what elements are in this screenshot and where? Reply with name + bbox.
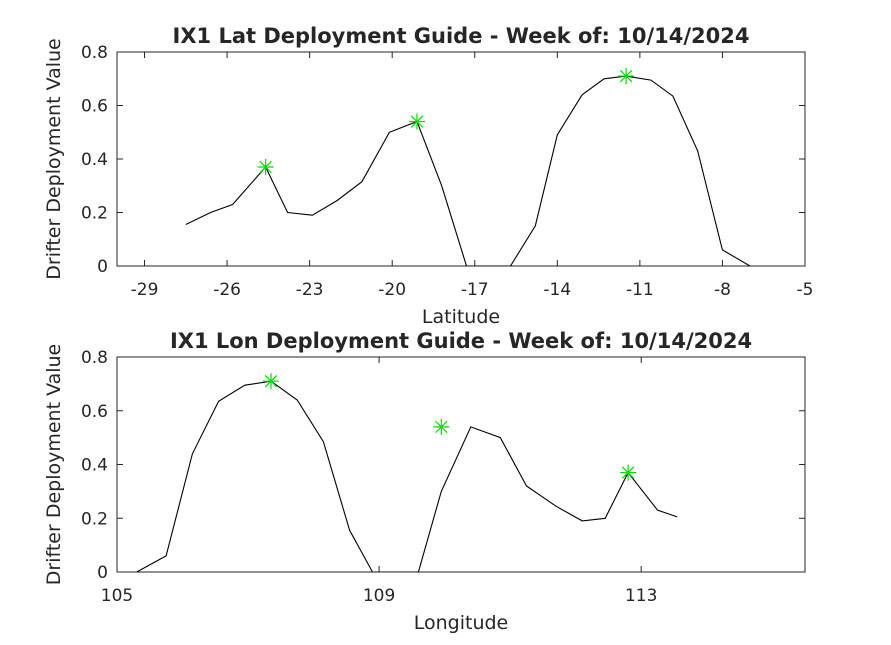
marker-stroke <box>264 375 278 388</box>
tick-labels: 105 109 113 0 0.2 0.4 0.6 0.8 <box>81 348 657 606</box>
tick-labels: -29 -26 -23 -20 -17 -14 -11 -8 -5 0 0.2 0.4 0.6 0.8 <box>81 43 814 300</box>
plot-area <box>117 52 805 266</box>
x-axis-label: Latitude <box>422 306 500 328</box>
y-axis-label: Drifter Deployment Value <box>43 38 65 280</box>
marker-stroke <box>435 420 448 434</box>
x-tick-label: -20 <box>378 280 406 300</box>
tick-marks <box>116 356 805 573</box>
y-axis-label: Drifter Deployment Value <box>43 344 65 586</box>
marker-stroke <box>410 115 424 128</box>
x-tick-label: -8 <box>714 280 731 300</box>
axes-frame <box>116 51 806 267</box>
x-tick-label: -11 <box>626 280 654 300</box>
peak-marker <box>408 113 425 130</box>
tick-marks <box>117 51 806 267</box>
x-tick-label: -17 <box>461 280 489 300</box>
peak-marker <box>257 159 274 176</box>
chart-title: IX1 Lon Deployment Guide - Week of: 10/1… <box>170 329 752 353</box>
y-tick-label: 0.6 <box>81 97 108 117</box>
peak-marker <box>262 373 279 390</box>
peak-marker <box>620 464 637 481</box>
chart-title: IX1 Lat Deployment Guide - Week of: 10/1… <box>173 24 750 48</box>
marker-stroke <box>259 160 272 174</box>
peak-marker <box>618 68 635 85</box>
data-layer <box>185 68 751 266</box>
marker-stroke <box>621 466 635 479</box>
y-tick-label: 0.4 <box>81 456 108 476</box>
lon-plot: IX1 Lon Deployment Guide - Week of: 10/1… <box>43 329 806 634</box>
series-line <box>136 380 678 572</box>
y-tick-label: 0 <box>97 563 108 583</box>
marker-stroke <box>619 69 633 83</box>
x-tick-label: -26 <box>213 280 241 300</box>
y-tick-label: 0.2 <box>81 204 108 224</box>
y-tick-label: 0.8 <box>81 348 108 368</box>
peak-marker <box>433 418 450 435</box>
plot-area <box>117 357 805 572</box>
x-tick-label: -29 <box>131 280 159 300</box>
x-tick-label: 109 <box>363 586 395 606</box>
x-tick-label: 113 <box>625 586 657 606</box>
y-tick-label: 0.4 <box>81 150 108 170</box>
y-tick-label: 0.8 <box>81 43 108 63</box>
y-tick-label: 0.2 <box>81 509 108 529</box>
x-tick-label: -14 <box>543 280 571 300</box>
lat-plot: IX1 Lat Deployment Guide - Week of: 10/1… <box>43 24 813 328</box>
x-axis-label: Longitude <box>414 612 509 634</box>
y-tick-label: 0.6 <box>81 402 108 422</box>
x-tick-label: -5 <box>797 280 814 300</box>
data-layer <box>136 373 678 572</box>
series-line <box>185 75 751 266</box>
y-tick-label: 0 <box>97 257 108 277</box>
x-tick-label: 105 <box>101 586 133 606</box>
axes-frame <box>116 356 806 573</box>
x-tick-label: -23 <box>296 280 324 300</box>
